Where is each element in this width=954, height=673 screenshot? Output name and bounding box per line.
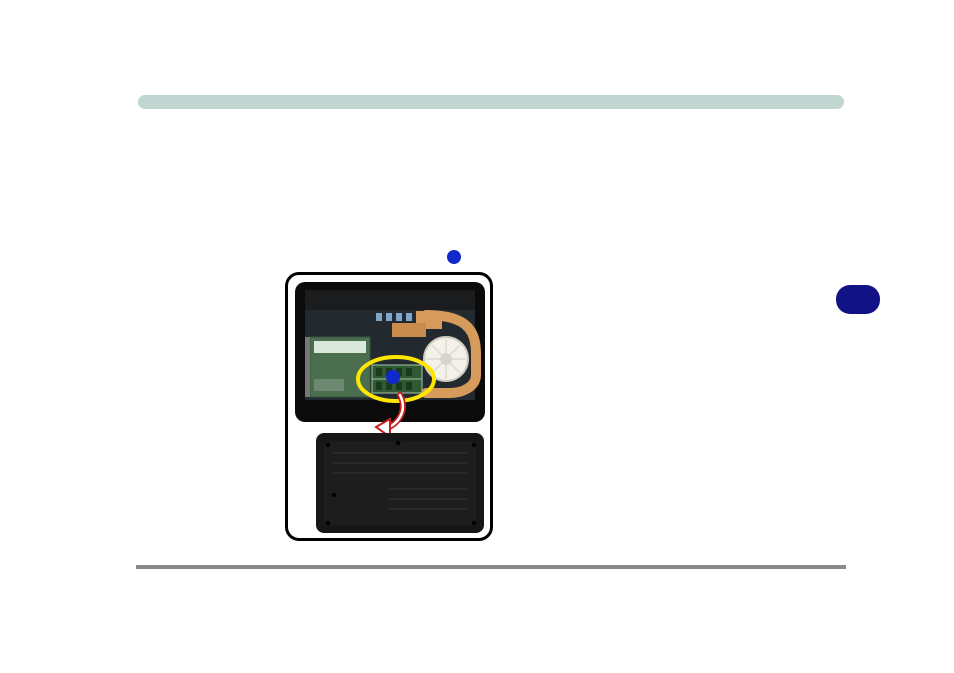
- cover-panel-inset: [324, 441, 476, 525]
- callout-dot-icon: [447, 250, 461, 264]
- callout-dot-inner-icon: [386, 370, 400, 384]
- heatsink-bridge: [392, 323, 426, 337]
- laptop-internals-diagram: [288, 275, 490, 538]
- hdd-label: [314, 341, 366, 353]
- top-strip: [305, 290, 475, 310]
- fan-hub: [440, 353, 452, 365]
- chapter-badge: [836, 285, 880, 314]
- footer-divider: [136, 565, 846, 569]
- hdd-bracket: [305, 337, 310, 397]
- figure-frame: [285, 272, 493, 541]
- document-page: [0, 0, 954, 673]
- hdd-connector: [314, 379, 344, 391]
- header-divider-bar: [138, 95, 844, 109]
